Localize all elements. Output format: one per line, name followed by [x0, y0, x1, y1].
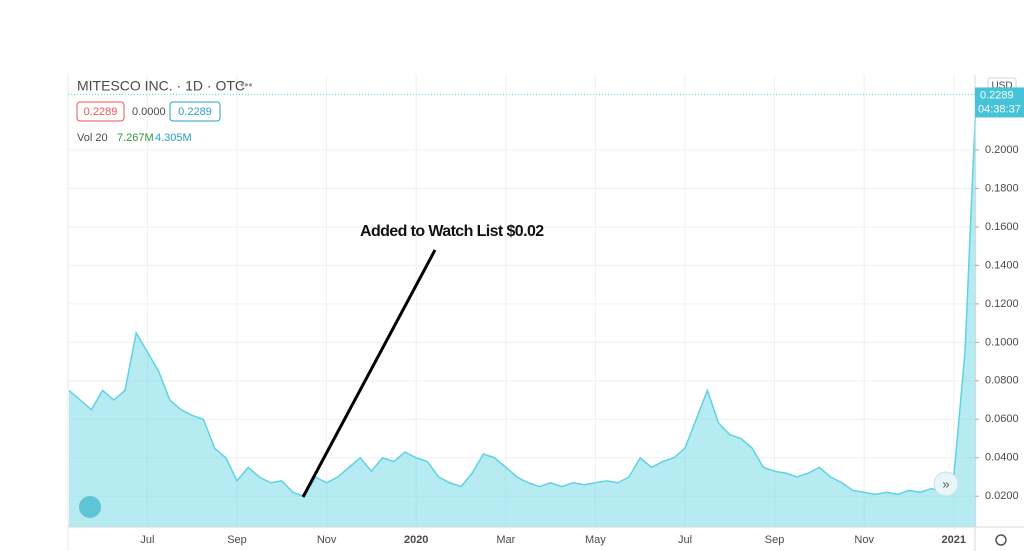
y-tick-label: 0.0800 — [985, 375, 1019, 387]
open-box — [76, 101, 125, 122]
y-tick-label: 0.1000 — [985, 336, 1019, 348]
close-value: 0.2289 — [178, 106, 212, 118]
currency: USD — [991, 81, 1012, 92]
scroll-button[interactable] — [933, 471, 959, 497]
y-tick-label: 0.1200 — [985, 298, 1019, 310]
countdown: 04:38:37 — [978, 103, 1021, 115]
open-value: 0.2289 — [84, 106, 118, 118]
x-tick-label: May — [585, 534, 606, 546]
last-price-group: 0.2289 04:38:37 — [68, 87, 1024, 118]
x-tick-label: Sep — [765, 534, 785, 546]
x-tick-label: Nov — [854, 534, 874, 546]
x-tick-label: Nov — [317, 534, 337, 546]
y-tick-label: 0.0600 — [985, 413, 1019, 425]
y-tick-label: 0.0400 — [985, 452, 1019, 464]
y-tick-label: 0.2000 — [985, 144, 1019, 156]
menu-dots[interactable]: ••• — [240, 78, 253, 92]
y-tick-label: 0.0200 — [985, 490, 1019, 502]
plot — [68, 94, 977, 527]
change-value: 0.0000 — [132, 106, 166, 118]
x-tick-label: 2021 — [942, 534, 966, 546]
x-tick-label: 2020 — [404, 534, 428, 546]
settings-icon[interactable] — [995, 534, 1007, 546]
volume-value: 7.267M — [117, 132, 154, 144]
x-tick-label: Sep — [227, 534, 247, 546]
last-price-box — [975, 87, 1024, 118]
volume-average: 4.305M — [155, 132, 192, 144]
last-price-label: 0.2289 — [980, 89, 1014, 101]
x-tick-label: Jul — [678, 534, 692, 546]
y-tick-label: 0.1600 — [985, 221, 1019, 233]
x-tick-label: Jul — [140, 534, 154, 546]
y-tick-label: 0.1800 — [985, 182, 1019, 194]
y-tick-label: 0.1400 — [985, 259, 1019, 271]
annotation-arrow — [301, 249, 437, 498]
close-box — [169, 101, 221, 122]
area-fill — [69, 94, 977, 527]
scroll-icon[interactable]: » — [942, 476, 949, 491]
area-line — [68, 94, 977, 498]
x-tick-label: Mar — [496, 534, 515, 546]
chart-title: MITESCO INC. · 1D · OTC — [77, 78, 245, 94]
grid — [68, 75, 975, 527]
volume-label: Vol 20 — [77, 132, 108, 144]
annotation: Added to Watch List $0.02 — [360, 223, 544, 240]
logo — [79, 496, 101, 518]
